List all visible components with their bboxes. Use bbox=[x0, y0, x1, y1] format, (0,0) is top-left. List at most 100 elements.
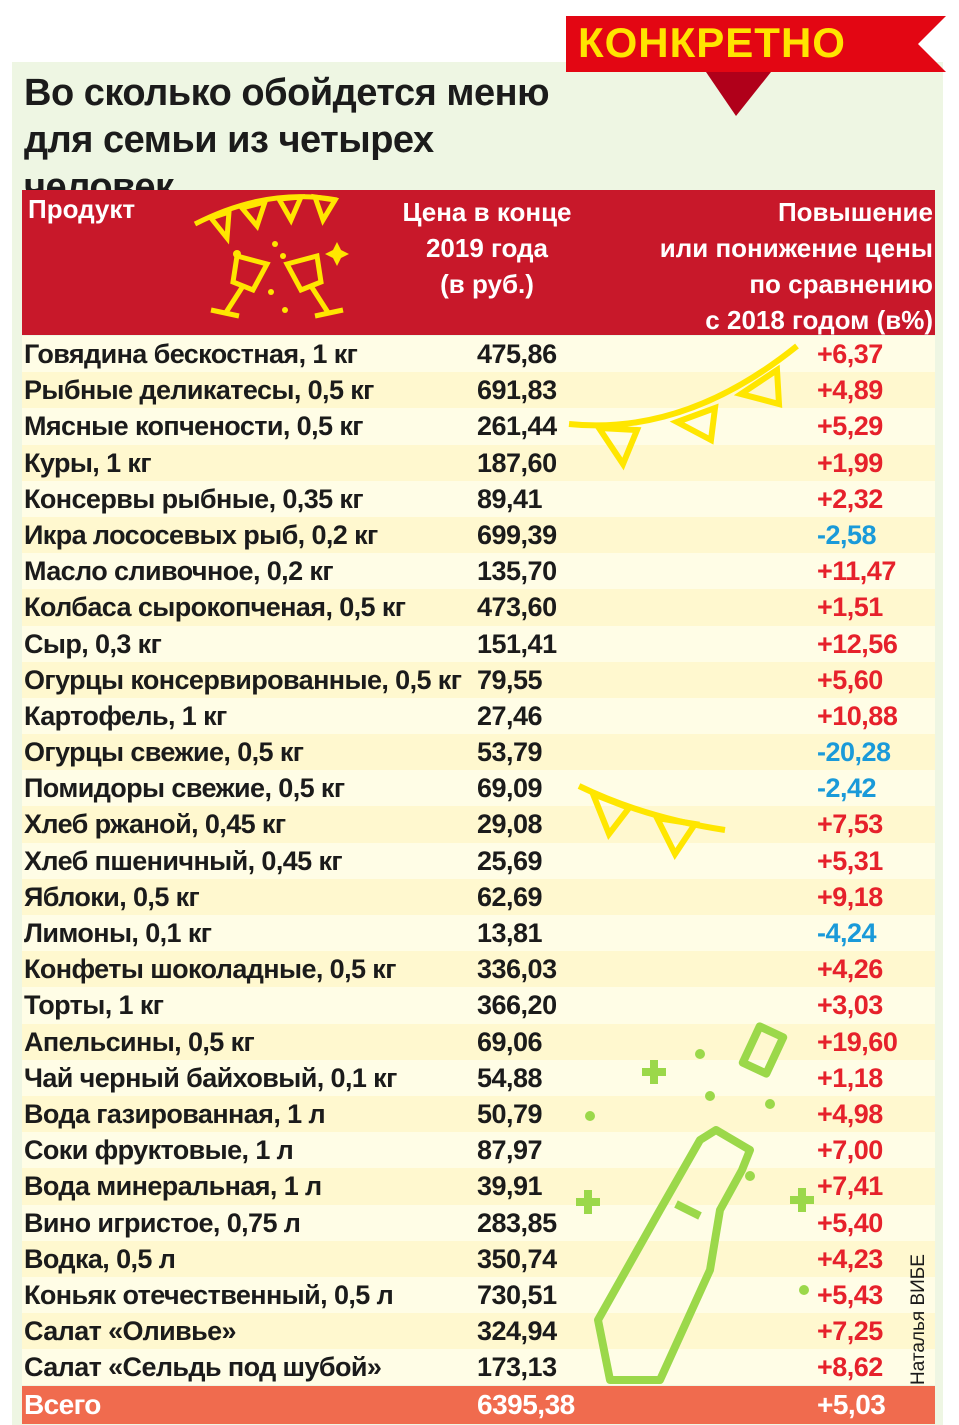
price-change: +4,98 bbox=[817, 1098, 883, 1129]
price-change: +19,60 bbox=[817, 1026, 898, 1057]
product-price: 730,51 bbox=[477, 1279, 557, 1310]
price-change: +2,32 bbox=[817, 483, 883, 514]
product-name: Вино игристое, 0,75 л bbox=[24, 1207, 301, 1238]
price-change: +5,29 bbox=[817, 411, 883, 442]
product-price: 69,06 bbox=[477, 1026, 543, 1057]
price-change: -4,24 bbox=[817, 918, 877, 948]
price-change: +5,31 bbox=[817, 845, 883, 876]
product-name: Вода газированная, 1 л bbox=[24, 1098, 326, 1129]
product-price: 350,74 bbox=[477, 1243, 557, 1274]
header-price: Цена в конце 2019 года (в руб.) bbox=[392, 194, 582, 302]
product-price: 261,44 bbox=[477, 411, 557, 442]
product-price: 62,69 bbox=[477, 881, 543, 912]
header-change-line: по сравнению bbox=[749, 269, 933, 299]
price-change: +12,56 bbox=[817, 628, 898, 659]
table-row: Масло сливочное, 0,2 кг 135,70 +11,47 bbox=[22, 553, 935, 590]
product-name: Огурцы консервированные, 0,5 кг bbox=[24, 664, 462, 695]
table-row: Сыр, 0,3 кг 151,41 +12,56 bbox=[22, 625, 935, 662]
total-change: +5,03 bbox=[817, 1389, 886, 1420]
product-name: Колбаса сырокопченая, 0,5 кг bbox=[24, 592, 406, 623]
total-label: Всего bbox=[24, 1389, 101, 1420]
total-price: 6395,38 bbox=[477, 1389, 575, 1420]
product-name: Консервы рыбные, 0,35 кг bbox=[24, 483, 364, 514]
product-price: 54,88 bbox=[477, 1062, 543, 1093]
header-product: Продукт bbox=[28, 194, 136, 224]
price-change: +10,88 bbox=[817, 700, 898, 731]
product-price: 39,91 bbox=[477, 1171, 543, 1202]
product-price: 27,46 bbox=[477, 700, 543, 731]
price-change: +9,18 bbox=[817, 881, 883, 912]
product-name: Апельсины, 0,5 кг bbox=[24, 1026, 255, 1057]
price-change: +4,23 bbox=[817, 1243, 883, 1274]
table-row: Яблоки, 0,5 кг 62,69 +9,18 bbox=[22, 878, 935, 915]
price-change: +7,41 bbox=[817, 1171, 883, 1202]
product-name: Торты, 1 кг bbox=[24, 990, 164, 1021]
price-change: -20,28 bbox=[817, 737, 891, 768]
product-name: Масло сливочное, 0,2 кг bbox=[24, 556, 334, 587]
product-name: Чай черный байховый, 0,1 кг bbox=[24, 1062, 397, 1093]
table-row: Картофель, 1 кг 27,46 +10,88 bbox=[22, 697, 935, 735]
price-change: +7,25 bbox=[817, 1316, 883, 1347]
product-price: 69,09 bbox=[477, 773, 543, 804]
product-name: Хлеб пшеничный, 0,45 кг bbox=[24, 845, 343, 876]
product-price: 173,13 bbox=[477, 1352, 557, 1383]
table-row: Говядина бескостная, 1 кг 475,86 +6,37 bbox=[22, 336, 935, 373]
title-line-1: Во сколько обойдется меню bbox=[24, 72, 550, 114]
table-row: Огурцы консервированные, 0,5 кг 79,55 +5,6… bbox=[22, 661, 935, 698]
total-row: Всего 6395,38 +5,03 bbox=[22, 1386, 935, 1424]
table-row: Конфеты шоколадные, 0,5 кг 336,03 +4,26 bbox=[22, 951, 935, 988]
table-row: Апельсины, 0,5 кг 69,06 +19,60 bbox=[22, 1023, 935, 1060]
product-price: 324,94 bbox=[477, 1316, 557, 1347]
product-price: 79,55 bbox=[477, 664, 543, 695]
product-price: 50,79 bbox=[477, 1098, 543, 1129]
product-name: Помидоры свежие, 0,5 кг bbox=[24, 773, 345, 804]
price-change: +8,62 bbox=[817, 1352, 883, 1383]
author-credit: Наталья ВИБЕ bbox=[908, 1254, 929, 1385]
table-row: Куры, 1 кг 187,60 +1,99 bbox=[22, 444, 935, 481]
product-price: 87,97 bbox=[477, 1135, 543, 1166]
table-row: Мясные копчености, 0,5 кг 261,44 +5,29 bbox=[22, 408, 935, 445]
ribbon-label: КОНКРЕТНО bbox=[578, 19, 846, 66]
price-change: -2,58 bbox=[817, 519, 877, 550]
table-row: Рыбные деликатесы, 0,5 кг 691,83 +4,89 bbox=[22, 372, 935, 409]
price-change: +6,37 bbox=[817, 339, 883, 369]
product-name: Водка, 0,5 л bbox=[24, 1243, 176, 1274]
table-row: Чай черный байховый, 0,1 кг 54,88 +1,18 bbox=[22, 1059, 935, 1096]
price-change: +5,40 bbox=[817, 1207, 883, 1238]
price-table: Говядина бескостная, 1 кг 475,86 +6,37 Рыбн… bbox=[22, 336, 935, 1386]
table-row: Вино игристое, 0,75 л 283,85 +5,40 bbox=[22, 1204, 935, 1241]
ribbon-badge bbox=[566, 16, 946, 116]
product-name: Коньяк отечественный, 0,5 л bbox=[24, 1279, 394, 1310]
product-name: Говядина бескостная, 1 кг bbox=[24, 339, 358, 369]
product-name: Яблоки, 0,5 кг bbox=[24, 881, 200, 912]
price-change: +11,47 bbox=[817, 556, 896, 587]
price-change: +3,03 bbox=[817, 990, 883, 1021]
product-price: 25,69 bbox=[477, 845, 543, 876]
product-name: Огурцы свежие, 0,5 кг bbox=[24, 737, 304, 768]
table-row: Торты, 1 кг 366,20 +3,03 bbox=[22, 987, 935, 1024]
header-change-line: Повышение bbox=[777, 197, 933, 227]
price-change: +7,53 bbox=[817, 809, 883, 840]
product-name: Конфеты шоколадные, 0,5 кг bbox=[24, 954, 396, 985]
price-change: +4,26 bbox=[817, 954, 883, 985]
product-price: 473,60 bbox=[477, 592, 557, 623]
product-name: Мясные копчености, 0,5 кг bbox=[24, 411, 363, 442]
product-price: 13,81 bbox=[477, 918, 543, 948]
product-name: Салат «Оливье» bbox=[24, 1316, 237, 1347]
header-price-line: Цена в конце bbox=[402, 197, 572, 227]
product-name: Соки фруктовые, 1 л bbox=[24, 1135, 294, 1166]
product-name: Рыбные деликатесы, 0,5 кг bbox=[24, 375, 374, 406]
product-price: 283,85 bbox=[477, 1207, 557, 1238]
product-price: 89,41 bbox=[477, 483, 543, 514]
product-name: Картофель, 1 кг bbox=[24, 700, 227, 731]
price-change: +1,99 bbox=[817, 447, 883, 478]
table-header: Продукт Цена в конце 2019 года (в руб.) … bbox=[22, 190, 935, 335]
product-name: Вода минеральная, 1 л bbox=[24, 1171, 322, 1202]
product-price: 336,03 bbox=[477, 954, 557, 985]
product-name: Лимоны, 0,1 кг bbox=[24, 918, 212, 948]
product-name: Хлеб ржаной, 0,45 кг bbox=[24, 809, 286, 840]
product-price: 187,60 bbox=[477, 447, 557, 478]
price-change: +1,51 bbox=[817, 592, 883, 623]
table-row: Салат «Сельдь под шубой» 173,13 +8,62 bbox=[22, 1349, 935, 1386]
product-price: 135,70 bbox=[477, 556, 557, 587]
